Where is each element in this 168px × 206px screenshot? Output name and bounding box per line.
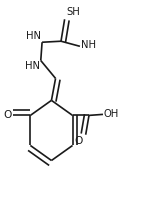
Text: HN: HN: [25, 61, 40, 71]
Text: SH: SH: [66, 7, 80, 17]
Text: NH: NH: [81, 40, 96, 50]
Text: O: O: [74, 136, 83, 146]
Text: OH: OH: [104, 109, 119, 119]
Text: O: O: [3, 110, 12, 120]
Text: HN: HN: [26, 31, 41, 41]
